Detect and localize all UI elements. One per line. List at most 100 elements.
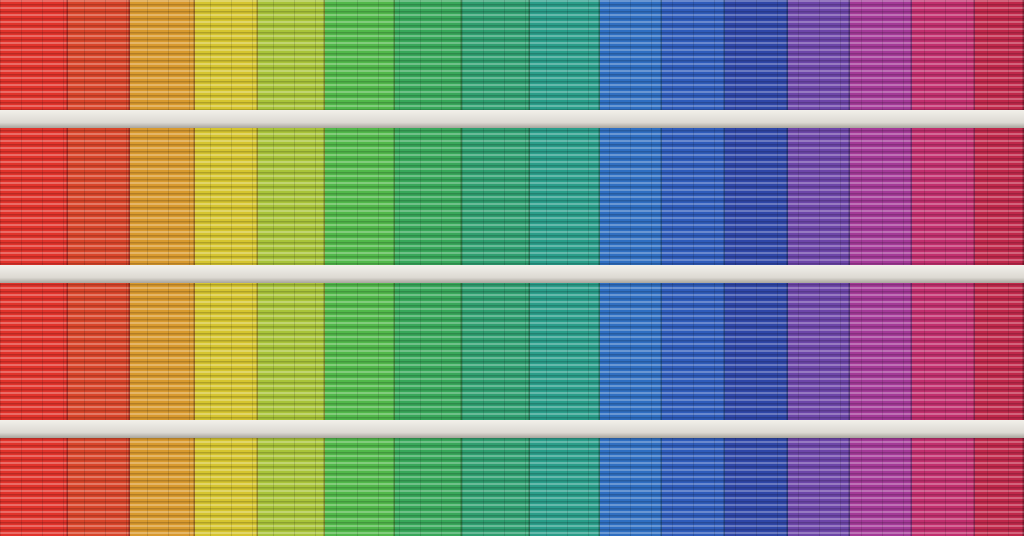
- panel-divider: [973, 0, 975, 110]
- panel-divider: [848, 283, 850, 420]
- panel-divider: [973, 438, 975, 536]
- panel-divider: [1022, 283, 1024, 420]
- panel-divider: [128, 438, 130, 536]
- panel-divider: [723, 0, 725, 110]
- panel-mullions: [462, 128, 530, 265]
- panel-mullions: [600, 438, 662, 536]
- panel-mullions: [788, 128, 850, 265]
- panel-mullions: [725, 128, 788, 265]
- panel-mullions: [975, 128, 1024, 265]
- panel-mullions: [725, 438, 788, 536]
- panel-mullions: [395, 283, 462, 420]
- panel-divider: [660, 283, 662, 420]
- panel-divider: [193, 283, 195, 420]
- panel-divider: [910, 438, 912, 536]
- panel-divider: [256, 0, 258, 110]
- panel-mullions: [725, 283, 788, 420]
- panel-mullions: [462, 438, 530, 536]
- panel-divider: [256, 438, 258, 536]
- panel-divider: [66, 128, 68, 265]
- panel-divider: [193, 438, 195, 536]
- panel-mullions: [912, 438, 975, 536]
- panel-divider: [66, 438, 68, 536]
- panel-divider: [128, 128, 130, 265]
- panel-divider: [1022, 0, 1024, 110]
- panel-divider: [393, 128, 395, 265]
- panel-mullions: [912, 128, 975, 265]
- panel-divider: [848, 0, 850, 110]
- panel-divider: [323, 128, 325, 265]
- panel-mullions: [325, 438, 395, 536]
- panel-divider: [323, 283, 325, 420]
- panel-divider: [973, 283, 975, 420]
- panel-mullions: [0, 283, 68, 420]
- panel-divider: [786, 128, 788, 265]
- panel-divider: [528, 0, 530, 110]
- panel-mullions: [195, 438, 258, 536]
- panel-mullions: [68, 0, 130, 110]
- panel-mullions: [850, 283, 912, 420]
- panel-divider: [660, 0, 662, 110]
- panel-divider: [460, 283, 462, 420]
- panel-mullions: [0, 128, 68, 265]
- panel-divider: [786, 0, 788, 110]
- panel-mullions: [0, 438, 68, 536]
- panel-divider: [598, 0, 600, 110]
- panel-mullions: [395, 128, 462, 265]
- panel-divider: [598, 128, 600, 265]
- panel-mullions: [788, 438, 850, 536]
- panel-mullions: [662, 438, 725, 536]
- panel-mullions: [975, 0, 1024, 110]
- panel-mullions: [600, 0, 662, 110]
- panel-mullions: [462, 0, 530, 110]
- panel-mullions: [258, 283, 325, 420]
- panel-divider: [723, 283, 725, 420]
- panel-divider: [910, 128, 912, 265]
- panel-mullions: [530, 0, 600, 110]
- panel-mullions: [130, 0, 195, 110]
- panel-mullions: [130, 283, 195, 420]
- panel-mullions: [195, 0, 258, 110]
- panel-divider: [910, 0, 912, 110]
- panel-mullions: [395, 0, 462, 110]
- panel-mullions: [788, 283, 850, 420]
- panel-divider: [786, 283, 788, 420]
- floor-beam: [0, 265, 1024, 283]
- panel-mullions: [325, 0, 395, 110]
- panel-mullions: [530, 438, 600, 536]
- panel-mullions: [600, 283, 662, 420]
- panel-mullions: [912, 283, 975, 420]
- panel-mullions: [662, 0, 725, 110]
- floor-beam: [0, 110, 1024, 128]
- panel-mullions: [395, 438, 462, 536]
- panel-mullions: [788, 0, 850, 110]
- panel-divider: [460, 438, 462, 536]
- panel-mullions: [258, 0, 325, 110]
- panel-mullions: [600, 128, 662, 265]
- panel-divider: [598, 438, 600, 536]
- panel-mullions: [258, 128, 325, 265]
- panel-mullions: [850, 128, 912, 265]
- panel-divider: [528, 283, 530, 420]
- panel-divider: [598, 283, 600, 420]
- panel-divider: [256, 128, 258, 265]
- panel-mullions: [850, 438, 912, 536]
- panel-mullions: [195, 283, 258, 420]
- panel-divider: [723, 438, 725, 536]
- panel-mullions: [68, 283, 130, 420]
- floor-beam: [0, 420, 1024, 438]
- panel-divider: [393, 438, 395, 536]
- panel-divider: [786, 438, 788, 536]
- panel-mullions: [912, 0, 975, 110]
- panel-divider: [66, 0, 68, 110]
- panel-mullions: [662, 128, 725, 265]
- panel-divider: [128, 0, 130, 110]
- panel-mullions: [130, 438, 195, 536]
- panel-divider: [460, 128, 462, 265]
- panel-divider: [393, 283, 395, 420]
- panel-mullions: [258, 438, 325, 536]
- panel-divider: [848, 438, 850, 536]
- panel-mullions: [530, 128, 600, 265]
- panel-mullions: [68, 438, 130, 536]
